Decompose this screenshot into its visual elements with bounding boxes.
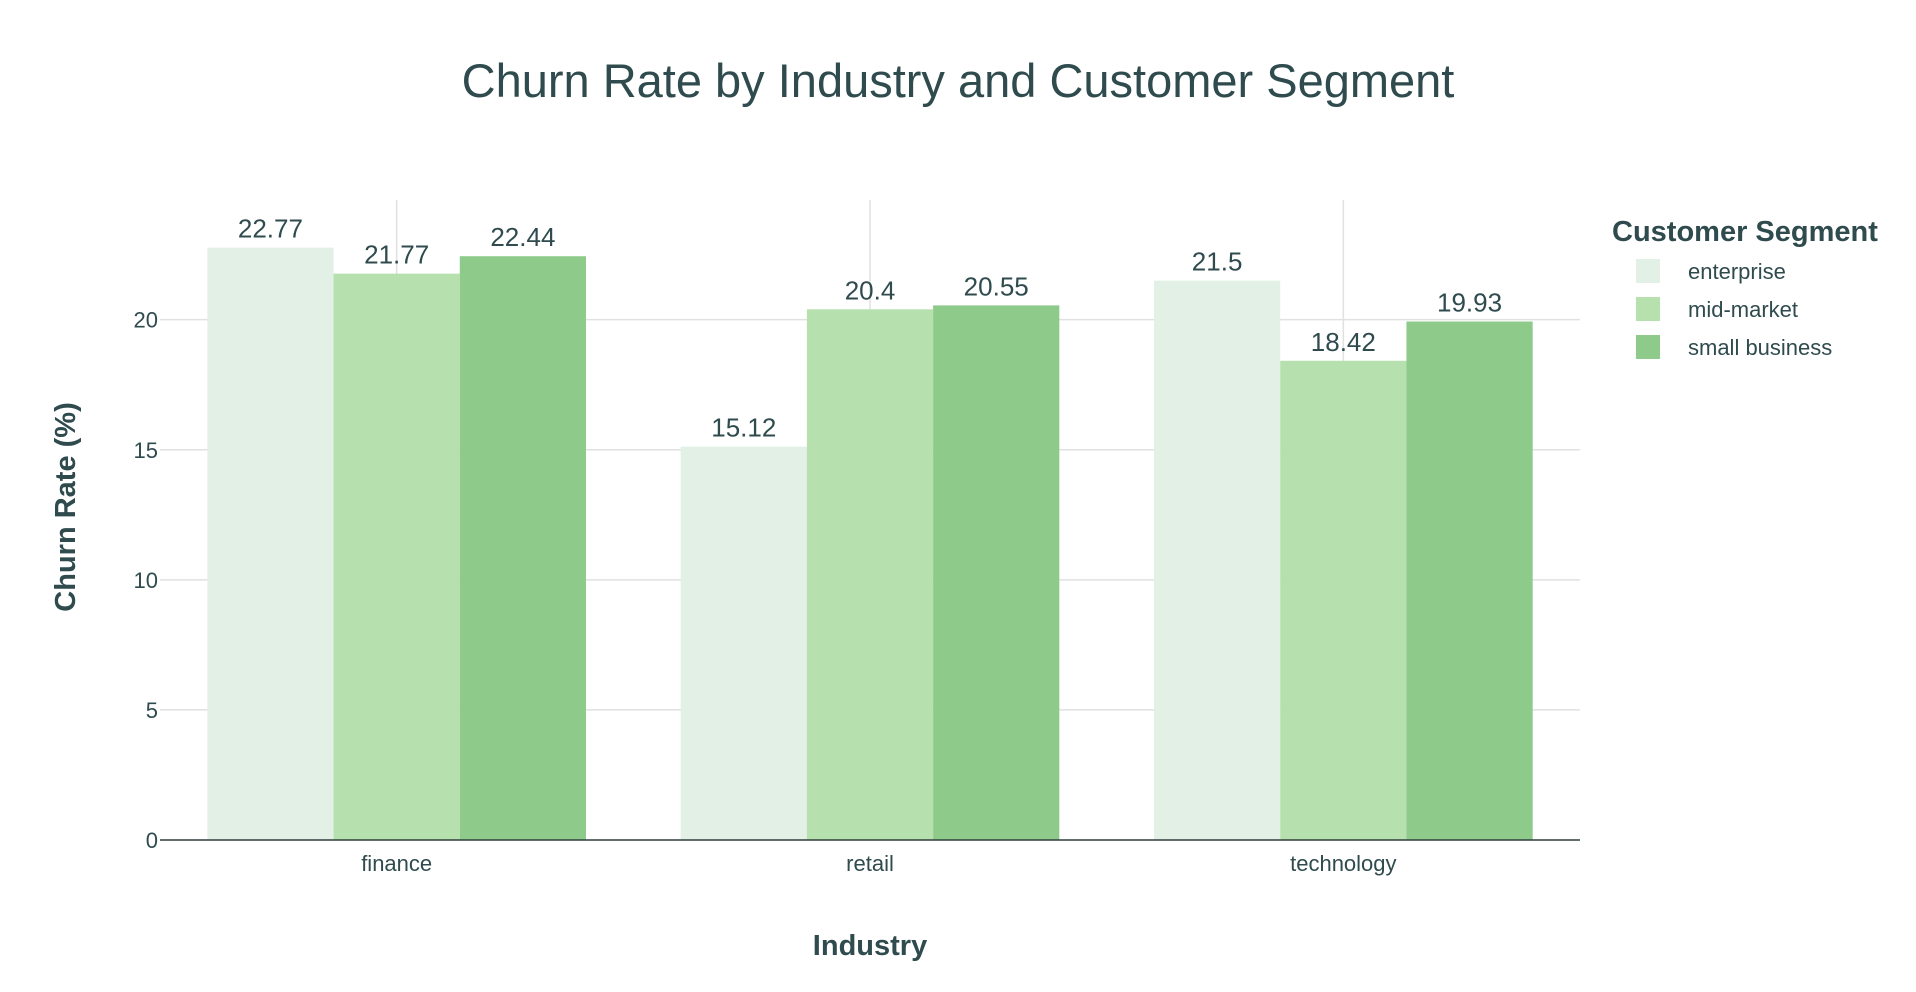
legend-swatch-small-business bbox=[1636, 335, 1660, 359]
y-tick-label: 20 bbox=[134, 308, 158, 333]
y-tick-label: 5 bbox=[146, 698, 158, 723]
y-tick-label: 0 bbox=[146, 828, 158, 853]
bar-value-label: 20.55 bbox=[964, 271, 1029, 301]
y-axis-title: Churn Rate (%) bbox=[50, 402, 82, 611]
bar-mid-market-technology bbox=[1280, 360, 1407, 840]
bars-layer bbox=[207, 247, 1533, 841]
bar-value-label: 20.4 bbox=[845, 275, 896, 305]
bar-enterprise-retail bbox=[680, 446, 807, 840]
x-tick-label: finance bbox=[361, 851, 432, 876]
bar-mid-market-retail bbox=[806, 309, 934, 840]
legend-items: enterprise mid-market small business bbox=[1636, 259, 1832, 360]
x-tick-label: technology bbox=[1290, 851, 1396, 876]
bar-value-label: 18.42 bbox=[1311, 327, 1376, 357]
legend-swatch-enterprise bbox=[1636, 259, 1660, 283]
legend-label: enterprise bbox=[1688, 259, 1786, 284]
bar-value-label: 22.44 bbox=[490, 222, 555, 252]
bar-value-label: 21.5 bbox=[1192, 247, 1243, 277]
x-tick-label: retail bbox=[846, 851, 894, 876]
bar-value-label: 19.93 bbox=[1437, 287, 1502, 317]
bar-small-business-retail bbox=[933, 305, 1060, 840]
y-tick-labels: 0 5 10 15 20 bbox=[134, 308, 158, 853]
bar-small-business-finance bbox=[459, 256, 586, 840]
bar-mid-market-finance bbox=[333, 273, 460, 841]
y-tick-label: 10 bbox=[134, 568, 158, 593]
bar-value-label: 15.12 bbox=[711, 413, 776, 443]
bar-enterprise-finance bbox=[207, 247, 334, 841]
y-tick-label: 15 bbox=[134, 438, 158, 463]
legend-label: mid-market bbox=[1688, 297, 1798, 322]
legend-title: Customer Segment bbox=[1612, 216, 1878, 248]
bar-enterprise-technology bbox=[1154, 280, 1281, 841]
chart-title: Churn Rate by Industry and Customer Segm… bbox=[462, 54, 1455, 107]
labels-layer: 22.77 15.12 21.5 21.77 20.4 18.42 22.44 20.55 19… bbox=[238, 214, 1502, 443]
legend-label: small business bbox=[1688, 335, 1832, 360]
x-axis-title: Industry bbox=[813, 930, 927, 962]
bar-value-label: 21.77 bbox=[364, 240, 429, 270]
bar-value-label: 22.77 bbox=[238, 214, 303, 244]
x-tick-labels: finance retail technology bbox=[361, 851, 1396, 876]
bar-small-business-technology bbox=[1406, 321, 1533, 840]
legend: Customer Segment enterprise mid-market sma… bbox=[1612, 216, 1878, 360]
legend-swatch-mid-market bbox=[1636, 297, 1660, 321]
